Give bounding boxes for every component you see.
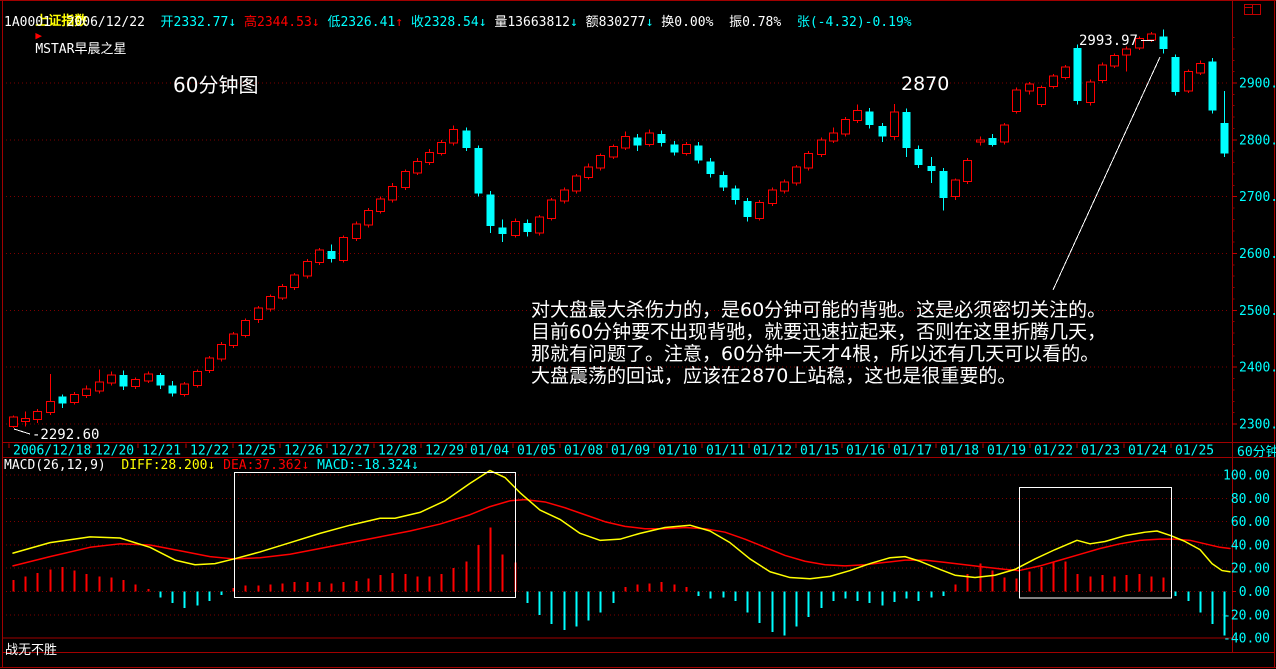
text-segment: 张(-4.32)-0.19% bbox=[796, 15, 912, 30]
svg-text:2800.0: 2800.0 bbox=[1239, 133, 1276, 148]
chart-title: 60分钟图 bbox=[173, 73, 259, 97]
text-segment: ↓ bbox=[411, 458, 419, 473]
text-segment: DEA:37.362 bbox=[223, 458, 302, 473]
text-segment: MACD(26,12,9) bbox=[4, 458, 122, 473]
text-segment: 收2328.54 bbox=[410, 15, 479, 30]
svg-text:-2292.60: -2292.60 bbox=[32, 427, 99, 443]
level-2870-label: 2870 bbox=[901, 73, 950, 95]
diff-line bbox=[12, 469, 1231, 580]
svg-text:2600.0: 2600.0 bbox=[1239, 247, 1276, 262]
window-icon[interactable] bbox=[1243, 2, 1263, 21]
signal-label: MSTAR早晨之星 bbox=[35, 42, 127, 57]
svg-text:12/29: 12/29 bbox=[425, 444, 464, 459]
date-axis: 2006/12/18 12/20 12/21 12/22 12/25 12/26 12/27… bbox=[8, 443, 1276, 460]
svg-text:01/23: 01/23 bbox=[1081, 444, 1120, 459]
text-segment: ↓ bbox=[207, 458, 224, 473]
svg-text:60分钟: 60分钟 bbox=[1237, 444, 1276, 460]
text-segment: ↑ bbox=[395, 15, 411, 30]
text-segment: 额830277 bbox=[585, 15, 646, 30]
svg-text:01/10: 01/10 bbox=[658, 444, 697, 459]
title-bar: 上证指数 ▶ MSTAR早晨之星 bbox=[4, 1, 126, 71]
macd-layer: 100.00 80.00 60.00 40.00 20.00 0.00 -20.00 -40.… bbox=[6, 469, 1270, 647]
low-label: -2292.60 bbox=[13, 427, 99, 443]
svg-text:01/22: 01/22 bbox=[1034, 444, 1073, 459]
quote-bar: 1A0001 2006/12/22 开2332.77↓ 高2344.53↓ 低2… bbox=[4, 16, 912, 30]
annotation-line: 那就有问题了。注意，60分钟一天才4根，所以还有几天可以看的。 bbox=[531, 343, 1100, 365]
svg-text:2900.0: 2900.0 bbox=[1239, 77, 1276, 92]
svg-text:01/04: 01/04 bbox=[470, 444, 509, 459]
annotation-line: 对大盘最大杀伤力的，是60分钟可能的背驰。这是必须密切关注的。 bbox=[531, 299, 1107, 321]
svg-text:2006/12/18: 2006/12/18 bbox=[13, 444, 91, 459]
price-axis: 2900.0 2800.0 2700.0 2600.0 2500.0 2400.0 2300… bbox=[1232, 37, 1276, 432]
macd-indicator-header[interactable]: MACD(26,12,9) DIFF:28.200↓ DEA:37.362↓ M… bbox=[4, 459, 419, 473]
text-segment: 低2326.41 bbox=[327, 15, 396, 30]
text-segment: ↓ bbox=[569, 15, 586, 30]
text-segment: ↓ bbox=[311, 15, 328, 30]
text-segment: ↓ bbox=[645, 15, 662, 30]
svg-text:01/11: 01/11 bbox=[706, 444, 745, 459]
svg-text:01/25: 01/25 bbox=[1175, 444, 1214, 459]
svg-text:2400.0: 2400.0 bbox=[1239, 361, 1276, 376]
price-gridlines bbox=[6, 82, 1230, 425]
annotation-line: 目前60分钟要不出现背驰，就要迅速拉起来，否则在这里折腾几天， bbox=[531, 321, 1107, 343]
svg-text:0.00: 0.00 bbox=[1239, 585, 1270, 600]
svg-text:12/28: 12/28 bbox=[378, 444, 417, 459]
svg-text:40.00: 40.00 bbox=[1231, 538, 1270, 553]
svg-text:01/12: 01/12 bbox=[753, 444, 792, 459]
svg-text:2500.0: 2500.0 bbox=[1239, 304, 1276, 319]
svg-text:01/24: 01/24 bbox=[1128, 444, 1167, 459]
svg-text:01/16: 01/16 bbox=[846, 444, 885, 459]
annotation-text: 对大盘最大杀伤力的，是60分钟可能的背驰。这是必须密切关注的。 目前60分钟要不… bbox=[531, 299, 1171, 387]
svg-text:100.00: 100.00 bbox=[1223, 469, 1270, 484]
svg-text:01/15: 01/15 bbox=[800, 444, 839, 459]
svg-text:12/26: 12/26 bbox=[284, 444, 323, 459]
peak-label: 2993.97 bbox=[1079, 33, 1154, 49]
svg-text:01/18: 01/18 bbox=[940, 444, 979, 459]
flag-icon: ▶ bbox=[35, 29, 42, 42]
svg-text:01/08: 01/08 bbox=[564, 444, 603, 459]
status-bar: 战无不胜 bbox=[5, 639, 57, 658]
svg-text:01/19: 01/19 bbox=[987, 444, 1026, 459]
text-segment: 1A0001 bbox=[4, 15, 67, 30]
text-segment: 开2332.77 bbox=[160, 15, 229, 30]
svg-text:2700.0: 2700.0 bbox=[1239, 190, 1276, 205]
text-segment: ↓ bbox=[301, 458, 318, 473]
trend-line bbox=[1052, 56, 1161, 291]
svg-text:60.00: 60.00 bbox=[1231, 515, 1270, 530]
svg-text:-40.00: -40.00 bbox=[1223, 632, 1270, 647]
text-segment: 振0.78% bbox=[729, 15, 797, 30]
text-segment: 高2344.53 bbox=[244, 15, 312, 30]
text-segment: DIFF:28.200 bbox=[121, 458, 208, 473]
svg-text:12/25: 12/25 bbox=[237, 444, 276, 459]
svg-text:2993.97: 2993.97 bbox=[1079, 33, 1138, 49]
svg-text:12/22: 12/22 bbox=[190, 444, 229, 459]
svg-text:-20.00: -20.00 bbox=[1223, 608, 1270, 623]
svg-text:2300.0: 2300.0 bbox=[1239, 417, 1276, 432]
svg-text:12/20: 12/20 bbox=[95, 444, 134, 459]
text-segment: 量13663812 bbox=[494, 15, 570, 30]
highlight-boxes bbox=[234, 472, 1172, 599]
svg-text:01/09: 01/09 bbox=[611, 444, 650, 459]
text-segment: ↓ bbox=[478, 15, 495, 30]
text-segment: ↓ bbox=[228, 15, 244, 30]
status-text: 战无不胜 bbox=[5, 643, 58, 658]
svg-text:01/05: 01/05 bbox=[517, 444, 556, 459]
annotation-line: 大盘震荡的回试，应该在2870上站稳，这也是很重要的。 bbox=[531, 365, 1017, 387]
text-segment: 换0.00% bbox=[661, 15, 730, 30]
svg-text:80.00: 80.00 bbox=[1231, 492, 1270, 507]
svg-text:12/27: 12/27 bbox=[331, 444, 370, 459]
svg-text:12/21: 12/21 bbox=[142, 444, 181, 459]
text-segment: 2006/12/22 bbox=[66, 15, 161, 30]
svg-text:20.00: 20.00 bbox=[1231, 562, 1270, 577]
dea-line bbox=[12, 498, 1231, 572]
svg-text:01/17: 01/17 bbox=[893, 444, 932, 459]
text-segment: MACD:-18.324 bbox=[317, 458, 412, 473]
index-name: 上证指数 bbox=[35, 14, 88, 29]
candles-layer bbox=[9, 29, 1229, 429]
